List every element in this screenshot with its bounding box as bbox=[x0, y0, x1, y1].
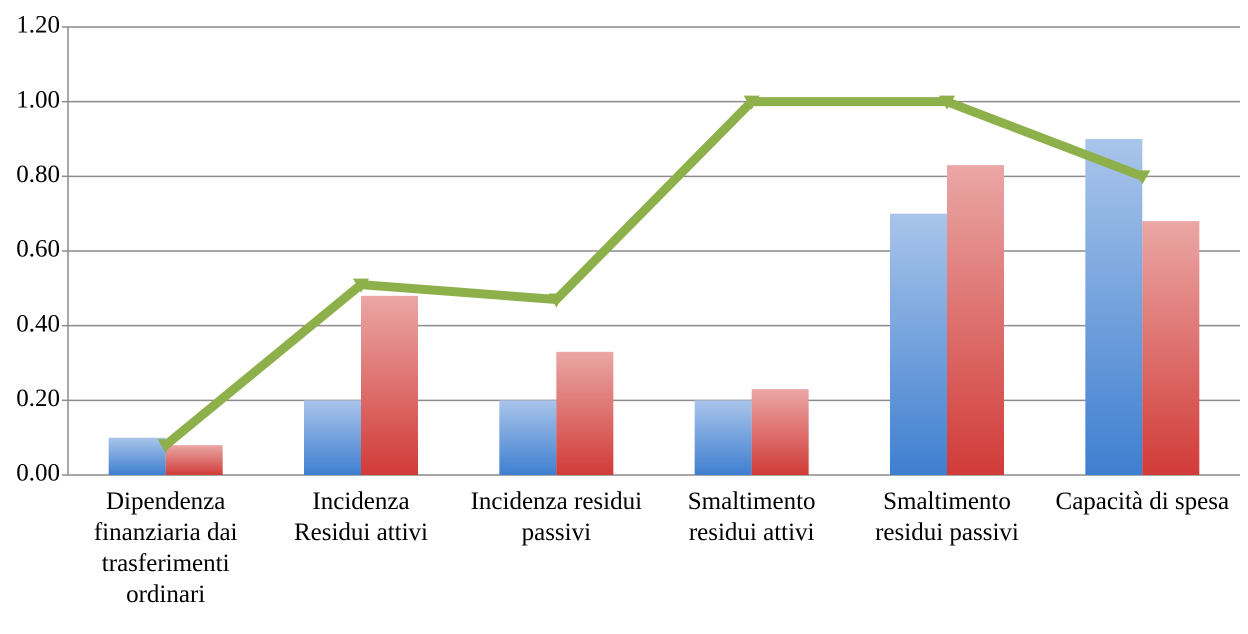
marker bbox=[939, 95, 955, 110]
y-tick-label: 0.60 bbox=[16, 236, 60, 263]
bar bbox=[499, 400, 557, 475]
y-tick-label: 1.00 bbox=[16, 86, 60, 113]
x-tick-label: Incidenza Residui attivi bbox=[293, 488, 428, 546]
bar bbox=[304, 400, 361, 475]
y-tick-label: 0.40 bbox=[16, 310, 60, 337]
bar bbox=[165, 445, 223, 475]
marker bbox=[743, 95, 760, 110]
bar bbox=[890, 213, 947, 475]
y-tick-label: 0.00 bbox=[16, 460, 60, 487]
bar bbox=[556, 351, 614, 475]
bar bbox=[947, 165, 1004, 475]
y-tick-label: 1.20 bbox=[16, 12, 60, 39]
y-tick-label: 0.80 bbox=[16, 161, 60, 188]
x-tick-label: Dipendenza finanziaria dai trasferimenti… bbox=[93, 488, 238, 608]
bar bbox=[1142, 221, 1200, 475]
marker bbox=[1134, 170, 1151, 185]
bar bbox=[751, 389, 809, 475]
y-tick-label: 0.20 bbox=[16, 385, 60, 412]
bar bbox=[694, 400, 752, 475]
x-tick-label: Incidenza residui passivi bbox=[470, 488, 643, 546]
bar bbox=[108, 437, 166, 475]
marker bbox=[353, 278, 369, 293]
marker bbox=[157, 439, 174, 454]
x-tick-label: Smaltimento residui attivi bbox=[687, 488, 816, 546]
x-tick-label: Smaltimento residui passivi bbox=[875, 488, 1019, 546]
line bbox=[162, 97, 1144, 449]
marker bbox=[548, 293, 565, 308]
x-tick-label: Capacità di spesa bbox=[1055, 488, 1230, 515]
bar bbox=[1085, 139, 1143, 475]
bar bbox=[361, 295, 418, 475]
